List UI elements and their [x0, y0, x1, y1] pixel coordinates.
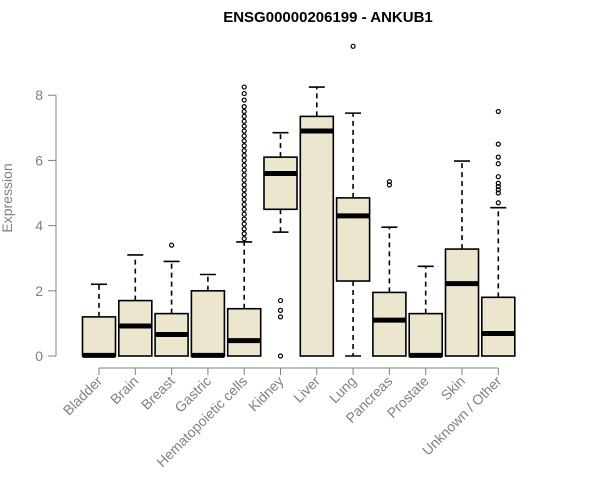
box-bladder	[81, 283, 117, 358]
plot-area	[81, 43, 516, 359]
outlier-point	[495, 174, 501, 180]
x-tick-label: Brain	[107, 373, 141, 407]
box-lung	[335, 43, 371, 357]
outlier-point	[495, 161, 501, 167]
box-iqr	[263, 156, 298, 211]
outlier-point	[241, 108, 247, 115]
outlier-point	[277, 297, 284, 304]
outlier-point	[241, 216, 247, 222]
box-iqr	[81, 316, 117, 357]
outlier-point	[277, 353, 284, 359]
outlier-point	[495, 108, 501, 115]
y-tick-label: 2	[35, 283, 43, 299]
box-iqr	[408, 312, 444, 357]
chart-title: ENSG00000206199 - ANKUB1	[223, 9, 433, 26]
outlier-point	[241, 182, 247, 188]
x-tick-label: Liver	[290, 373, 323, 406]
box-brain	[118, 254, 153, 357]
x-tick-label: Kidney	[245, 373, 287, 415]
outlier-point	[241, 206, 247, 212]
outlier-point	[495, 200, 501, 206]
y-tick-label: 0	[35, 348, 43, 364]
box-iqr	[299, 115, 335, 357]
outlier-point	[241, 196, 247, 203]
outlier-point	[241, 211, 247, 217]
outlier-point	[241, 162, 247, 168]
outlier-point	[241, 192, 247, 198]
outlier-point	[241, 104, 247, 110]
box-kidney	[263, 131, 298, 359]
outlier-point	[241, 128, 247, 134]
box-iqr	[335, 197, 371, 282]
box-gastric	[190, 273, 226, 358]
box-iqr	[444, 248, 480, 357]
outlier-point	[241, 143, 247, 149]
outlier-point	[241, 187, 247, 193]
outlier-point	[495, 183, 501, 190]
box-iqr	[190, 289, 226, 357]
outlier-point	[241, 226, 247, 232]
x-tick-label: Skin	[438, 373, 469, 404]
y-tick-label: 6	[35, 152, 43, 168]
outlier-point	[241, 138, 247, 144]
outlier-point	[241, 236, 247, 242]
outlier-point	[495, 187, 501, 193]
box-skin	[444, 160, 480, 357]
outlier-point	[241, 221, 247, 227]
outlier-point	[386, 178, 392, 185]
outlier-point	[495, 154, 501, 160]
box-iqr	[480, 296, 516, 357]
y-axis-label: Expression	[0, 163, 15, 232]
outlier-point	[241, 167, 247, 173]
outlier-point	[241, 118, 247, 124]
outlier-point	[350, 43, 356, 49]
x-tick-label: Lung	[326, 373, 359, 406]
outlier-point	[241, 113, 247, 119]
box-unknown-other	[480, 108, 516, 357]
outlier-point	[495, 141, 501, 147]
outlier-point	[241, 90, 247, 97]
box-iqr	[372, 291, 407, 357]
box-liver	[299, 86, 335, 357]
y-tick-label: 4	[35, 218, 43, 234]
outlier-point	[241, 157, 247, 163]
outlier-point	[241, 201, 247, 208]
outlier-point	[495, 180, 501, 186]
outlier-point	[241, 84, 247, 90]
x-tick-label: Bladder	[60, 373, 106, 419]
outlier-point	[169, 242, 175, 248]
outlier-point	[241, 133, 247, 139]
y-tick-label: 8	[35, 87, 43, 103]
x-tick-label: Breast	[138, 373, 178, 413]
box-iqr	[226, 307, 262, 357]
box-prostate	[408, 265, 444, 358]
box-breast	[154, 242, 189, 357]
outlier-point	[241, 172, 247, 178]
outlier-point	[241, 97, 247, 103]
outlier-point	[241, 177, 247, 183]
outlier-point	[241, 152, 247, 159]
box-pancreas	[372, 178, 407, 357]
outlier-point	[241, 148, 247, 154]
outlier-point	[386, 182, 392, 188]
outlier-point	[495, 190, 501, 196]
outlier-point	[241, 231, 247, 237]
outlier-point	[277, 307, 284, 313]
box-hematopoietic-cells	[226, 84, 262, 357]
outlier-point	[277, 314, 284, 320]
outlier-point	[241, 123, 247, 129]
